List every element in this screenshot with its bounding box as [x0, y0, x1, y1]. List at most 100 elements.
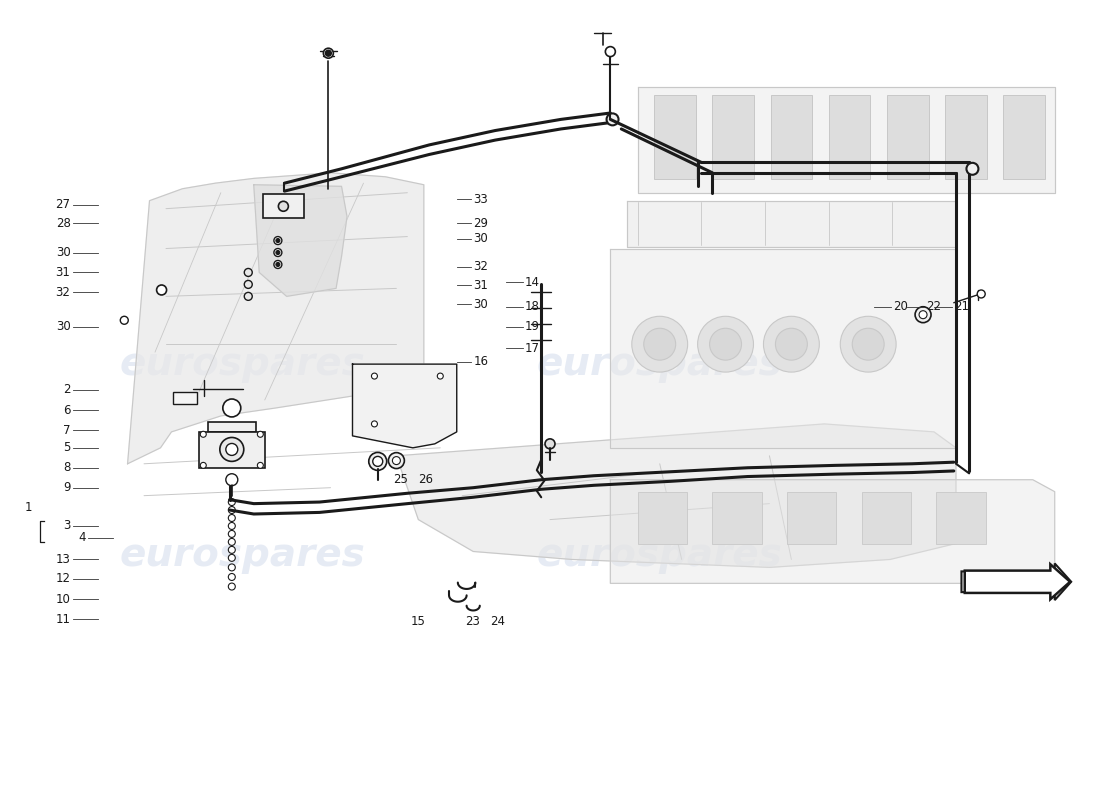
Circle shape — [840, 316, 896, 372]
Polygon shape — [128, 173, 424, 464]
Text: 12: 12 — [55, 572, 70, 585]
Text: 17: 17 — [525, 342, 540, 354]
Text: 15: 15 — [410, 615, 426, 628]
Text: 8: 8 — [63, 462, 70, 474]
Circle shape — [977, 290, 986, 298]
Text: 28: 28 — [56, 217, 70, 230]
Circle shape — [373, 457, 383, 466]
Circle shape — [274, 249, 282, 257]
Circle shape — [120, 316, 129, 324]
Text: 13: 13 — [56, 553, 70, 566]
Bar — [713, 492, 762, 543]
Text: 21: 21 — [954, 300, 969, 314]
Text: eurospares: eurospares — [537, 537, 782, 574]
Circle shape — [544, 439, 556, 449]
Circle shape — [244, 281, 252, 288]
Circle shape — [274, 237, 282, 245]
Circle shape — [852, 328, 884, 360]
Polygon shape — [965, 564, 1070, 599]
Circle shape — [605, 46, 615, 57]
Circle shape — [967, 163, 978, 174]
Polygon shape — [352, 364, 456, 448]
Bar — [861, 492, 911, 543]
Bar — [713, 95, 755, 179]
Text: 23: 23 — [465, 615, 481, 628]
Circle shape — [915, 306, 931, 322]
Circle shape — [326, 50, 331, 56]
Text: 24: 24 — [490, 615, 505, 628]
Circle shape — [388, 453, 405, 469]
Text: 30: 30 — [56, 246, 70, 259]
Circle shape — [372, 373, 377, 379]
Circle shape — [631, 316, 688, 372]
Circle shape — [644, 328, 675, 360]
Circle shape — [257, 431, 263, 438]
Text: 31: 31 — [473, 278, 488, 292]
Circle shape — [697, 316, 754, 372]
Bar — [945, 95, 987, 179]
Circle shape — [200, 431, 207, 438]
Text: 25: 25 — [393, 474, 408, 486]
Circle shape — [274, 261, 282, 269]
Circle shape — [606, 114, 618, 126]
Circle shape — [229, 514, 235, 522]
Circle shape — [229, 530, 235, 538]
Bar — [1003, 95, 1045, 179]
Bar — [638, 492, 688, 543]
Polygon shape — [610, 249, 956, 448]
Circle shape — [776, 328, 807, 360]
Circle shape — [229, 546, 235, 554]
Bar — [208, 422, 256, 432]
Circle shape — [276, 250, 279, 254]
Circle shape — [226, 474, 238, 486]
Text: 32: 32 — [473, 260, 488, 274]
Text: 30: 30 — [473, 233, 488, 246]
Circle shape — [276, 238, 279, 242]
Circle shape — [229, 498, 235, 506]
Circle shape — [223, 399, 241, 417]
Circle shape — [226, 443, 238, 455]
Circle shape — [229, 506, 235, 514]
Circle shape — [393, 457, 400, 465]
Circle shape — [438, 373, 443, 379]
Text: 14: 14 — [525, 275, 540, 289]
Text: 19: 19 — [525, 320, 540, 333]
Circle shape — [229, 583, 235, 590]
Text: 22: 22 — [926, 300, 942, 314]
Text: 30: 30 — [56, 320, 70, 333]
Text: 11: 11 — [55, 613, 70, 626]
Polygon shape — [396, 424, 956, 567]
Polygon shape — [627, 201, 956, 247]
Text: 1: 1 — [24, 501, 32, 514]
Text: 18: 18 — [525, 300, 540, 314]
Circle shape — [200, 462, 207, 468]
Circle shape — [763, 316, 820, 372]
Text: eurospares: eurospares — [120, 345, 365, 383]
Circle shape — [156, 285, 166, 295]
Bar — [828, 95, 870, 179]
Circle shape — [710, 328, 741, 360]
Text: eurospares: eurospares — [120, 537, 365, 574]
Circle shape — [372, 421, 377, 427]
Circle shape — [244, 292, 252, 300]
Text: 33: 33 — [473, 193, 488, 206]
Text: 3: 3 — [63, 519, 70, 533]
Polygon shape — [961, 563, 1071, 600]
Text: 2: 2 — [63, 383, 70, 396]
Bar — [199, 432, 265, 468]
Bar — [887, 95, 928, 179]
Polygon shape — [638, 87, 1055, 193]
Bar — [654, 95, 696, 179]
Circle shape — [229, 564, 235, 571]
Circle shape — [368, 453, 387, 470]
Bar — [770, 95, 812, 179]
Text: 32: 32 — [56, 286, 70, 299]
Circle shape — [323, 48, 333, 58]
Circle shape — [257, 462, 263, 468]
Circle shape — [229, 538, 235, 546]
Text: 16: 16 — [473, 355, 488, 368]
Text: 7: 7 — [63, 424, 70, 437]
Text: 10: 10 — [56, 593, 70, 606]
Text: 5: 5 — [63, 442, 70, 454]
Bar — [173, 392, 197, 404]
